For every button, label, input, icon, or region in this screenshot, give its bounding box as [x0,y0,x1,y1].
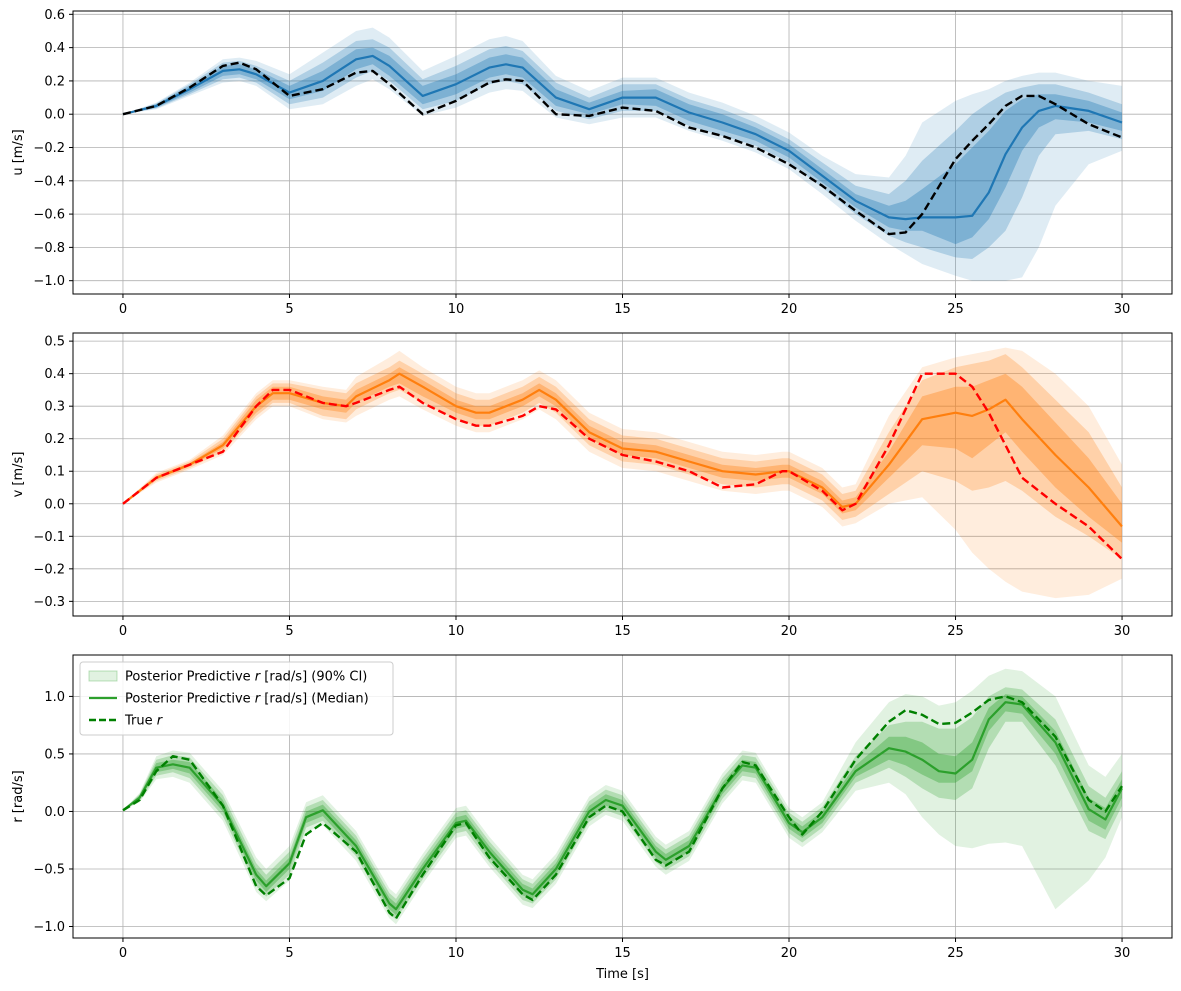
y-tick-label: 0.6 [44,8,65,23]
legend-swatch-band [88,670,118,682]
x-tick-label: 15 [614,302,631,317]
y-axis-label: v [m/s] [11,452,26,498]
y-tick-label: −0.6 [33,208,65,223]
y-axis-label: u [m/s] [11,129,26,175]
legend-label-band: Posterior Predictive r [rad/s] (90% CI) [125,670,367,685]
median-line [122,372,1123,528]
x-tick-label: 15 [614,624,631,639]
ci-band-middle [123,39,1122,259]
y-tick-label: 0.2 [44,432,65,447]
x-tick-label: 0 [119,946,127,961]
x-tick-label: 30 [1114,302,1131,317]
y-tick-label: 0.0 [44,108,65,123]
ci-band-middle [123,687,1122,920]
plot-area [122,27,1123,281]
y-tick-label: −0.5 [33,862,65,877]
legend-frame [79,661,394,736]
true-line [122,61,1123,236]
true-line [122,372,1123,560]
legend: Posterior Predictive r [rad/s] (90% CI) P… [79,661,394,736]
median-line [122,54,1123,221]
ci-band-middle [123,354,1122,560]
ci-band-outer [123,347,1122,599]
y-tick-label: −0.3 [33,595,65,610]
true-line [122,695,1124,920]
x-tick-label: 20 [781,624,798,639]
x-axis-label: Time [s] [595,967,649,982]
x-tick-label: 10 [448,946,465,961]
y-tick-label: 0.4 [44,41,65,56]
ci-band-outer [123,27,1122,281]
legend-label-true: True r [124,714,164,729]
y-tick-label: 0.5 [44,335,65,350]
panel-u: 0 5 10 15 20 25 30 −1.0 −0.8 −0.6 −0.4 −0.2 0.0 0.2 0.… [11,8,1173,317]
y-tick-label: −0.2 [33,562,65,577]
x-tick-label: 25 [947,624,964,639]
y-tick-label: 0.3 [44,400,65,415]
panel-v: 0 5 10 15 20 25 30 −0.3 −0.2 −0.1 0.0 0.1 0.2 0.3 0.4 0… [11,332,1173,639]
x-tick-label: 10 [448,624,465,639]
x-tick-label: 30 [1114,946,1131,961]
y-tick-label: −1.0 [33,274,65,289]
y-tick-label: 1.0 [44,690,65,705]
x-tick-label: 5 [285,302,293,317]
y-tick-label: −1.0 [33,920,65,935]
x-tick-label: 20 [781,302,798,317]
y-tick-label: −0.2 [33,141,65,156]
x-tick-label: 25 [947,302,964,317]
x-tick-label: 0 [119,624,127,639]
y-tick-label: 0.0 [44,805,65,820]
x-tick-label: 5 [285,946,293,961]
plot-area [122,668,1124,925]
y-tick-label: 0.4 [44,367,65,382]
x-tick-label: 30 [1114,624,1131,639]
panel-r: 0 5 10 15 20 25 30 −1.0 −0.5 0.0 0.5 1.0 r [rad/s] Ti… [11,654,1173,982]
x-tick-label: 5 [285,624,293,639]
x-tick-label: 10 [448,302,465,317]
y-tick-label: 0.1 [44,465,65,480]
y-tick-label: 0.0 [44,497,65,512]
x-tick-label: 20 [781,946,798,961]
legend-label-median: Posterior Predictive r [rad/s] (Median) [125,692,369,707]
y-tick-label: −0.4 [33,174,65,189]
x-tick-label: 0 [119,302,127,317]
y-tick-label: 0.2 [44,74,65,89]
x-tick-label: 15 [614,946,631,961]
y-tick-label: 0.5 [44,747,65,762]
ci-band-outer [123,668,1122,925]
plot-area [122,347,1123,599]
y-axis-label: r [rad/s] [11,770,26,822]
median-line [122,701,1123,911]
y-tick-label: −0.1 [33,530,65,545]
x-tick-label: 25 [947,946,964,961]
y-tick-label: −0.8 [33,241,65,256]
